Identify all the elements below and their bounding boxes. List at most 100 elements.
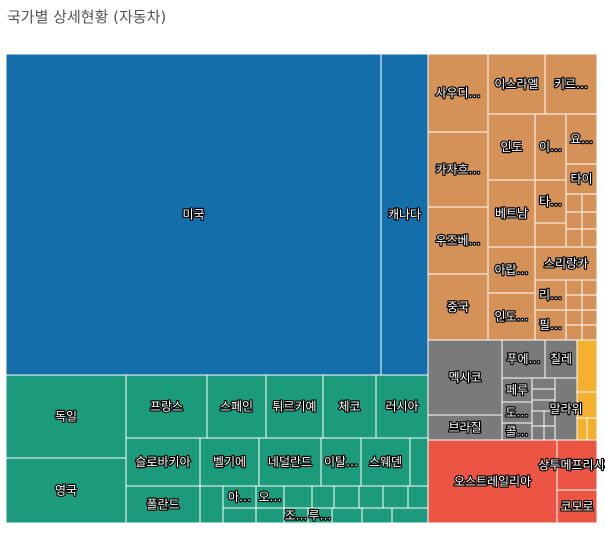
treemap-tile[interactable] [320, 437, 362, 487]
treemap-tile[interactable] [258, 437, 322, 487]
treemap-tile-label: 이스라엘 [494, 77, 538, 91]
treemap-tile[interactable] [427, 414, 503, 441]
treemap-tile-label: 타이 [570, 172, 592, 186]
treemap-tile[interactable] [125, 485, 201, 524]
treemap-small-tile[interactable] [543, 425, 556, 441]
treemap-tile-label: 오… [258, 490, 281, 504]
treemap-small-tile[interactable] [283, 485, 313, 509]
treemap-tile-label: 벨기에 [213, 455, 246, 469]
treemap-tile-label: 체코 [338, 400, 360, 414]
treemap-small-tile[interactable] [199, 485, 224, 524]
treemap-small-tile[interactable] [581, 211, 598, 230]
treemap-tile[interactable] [534, 246, 598, 281]
treemap-small-tile[interactable] [565, 324, 583, 341]
treemap-small-tile[interactable] [333, 485, 360, 509]
treemap-tile-label: 조… [284, 509, 307, 523]
treemap-tile[interactable] [265, 374, 324, 439]
treemap-small-tile[interactable] [358, 485, 384, 509]
treemap-tile[interactable] [427, 53, 489, 133]
treemap-small-tile[interactable] [391, 507, 429, 524]
treemap-tile[interactable] [534, 179, 567, 224]
treemap-tile-label: 아… [228, 490, 251, 504]
treemap-tile-label: 프랑스 [150, 400, 183, 414]
treemap-small-tile[interactable] [565, 211, 583, 230]
treemap-small-tile[interactable] [409, 437, 429, 487]
treemap-tile[interactable] [5, 53, 382, 376]
treemap-tile[interactable] [565, 113, 598, 165]
treemap-small-tile[interactable] [311, 485, 335, 509]
treemap-tile-label: 중국 [447, 300, 469, 314]
treemap-small-tile[interactable] [565, 309, 583, 326]
treemap-tile[interactable] [427, 439, 558, 524]
treemap-small-tile[interactable] [565, 228, 583, 248]
treemap-tile-label: 멕시코 [448, 371, 481, 385]
treemap-tile-label: 콜… [505, 425, 528, 439]
treemap-tile-label: 독일 [55, 410, 77, 424]
treemap-tile-label: 캐나다 [388, 208, 421, 222]
treemap-tile[interactable] [125, 374, 208, 439]
treemap-small-tile[interactable] [331, 507, 363, 524]
treemap-tile[interactable] [375, 374, 429, 439]
treemap-small-tile[interactable] [255, 507, 285, 524]
treemap-small-tile[interactable] [576, 417, 588, 441]
treemap-tile[interactable] [199, 437, 260, 487]
treemap-tile-label: 리… [539, 288, 562, 302]
treemap-tile-label: 영국 [55, 484, 77, 498]
treemap-small-tile[interactable] [581, 324, 598, 341]
treemap-small-tile[interactable] [565, 193, 583, 213]
treemap-small-tile[interactable] [581, 193, 598, 213]
treemap-tile-label: 페루 [506, 383, 528, 397]
treemap-tile-label: 루… [308, 509, 331, 523]
treemap-tile[interactable] [556, 489, 598, 524]
treemap-small-tile[interactable] [576, 339, 598, 393]
treemap-small-tile[interactable] [565, 294, 583, 311]
treemap-tile[interactable] [322, 374, 377, 439]
treemap-tile[interactable] [360, 437, 411, 487]
treemap-tile[interactable] [556, 439, 598, 491]
treemap-tile-label: 상투메프리시페 [538, 458, 605, 472]
treemap-small-tile[interactable] [586, 417, 598, 441]
treemap-tile-label: 베트남 [495, 207, 528, 221]
treemap-small-tile[interactable] [531, 377, 556, 390]
treemap-tile[interactable] [5, 457, 127, 524]
treemap-tile[interactable] [487, 113, 536, 181]
treemap-tile-label: 필… [539, 318, 562, 332]
treemap-tile-label: 네덜란드 [268, 455, 312, 469]
treemap-small-tile[interactable] [531, 425, 545, 441]
treemap-tile[interactable] [534, 113, 567, 181]
treemap-tile[interactable] [427, 273, 489, 341]
treemap-tile[interactable] [380, 53, 429, 376]
treemap-tile[interactable] [125, 437, 201, 487]
treemap-tile-label: 도… [505, 406, 528, 420]
treemap-small-tile[interactable] [565, 279, 583, 296]
treemap-tile[interactable] [565, 163, 598, 195]
treemap-small-tile[interactable] [222, 507, 257, 524]
treemap-tile[interactable] [255, 485, 285, 509]
treemap-small-tile[interactable] [581, 309, 598, 326]
treemap-tile[interactable] [544, 339, 578, 379]
treemap-tile[interactable] [307, 507, 333, 524]
treemap-tile[interactable] [427, 131, 489, 208]
treemap-tile[interactable] [487, 292, 536, 341]
treemap-small-tile[interactable] [531, 388, 556, 401]
chart-title: 국가별 상세현황 (자동차) [7, 8, 167, 26]
treemap-tile-label: 미국 [182, 208, 204, 222]
treemap-small-tile[interactable] [581, 279, 598, 296]
treemap-small-tile[interactable] [581, 228, 598, 248]
treemap-tile-label: 인도… [494, 310, 528, 324]
treemap-tile-label: 말라위 [549, 402, 582, 416]
treemap-small-tile[interactable] [407, 485, 429, 509]
treemap-tile-label: 스리랑카 [544, 257, 588, 271]
treemap-small-tile[interactable] [581, 294, 598, 311]
treemap-tile-label: 이탈… [324, 455, 358, 469]
treemap-tile[interactable] [487, 53, 546, 115]
treemap-tile-label: 타… [539, 195, 562, 209]
treemap-small-tile[interactable] [361, 507, 393, 524]
treemap-tile[interactable] [427, 206, 489, 275]
treemap-tile-label: 카자흐… [435, 163, 480, 177]
treemap-tile[interactable] [206, 374, 267, 439]
treemap-tile-label: 인도 [500, 140, 522, 154]
treemap-small-tile[interactable] [531, 410, 545, 427]
treemap-small-tile[interactable] [382, 485, 409, 509]
